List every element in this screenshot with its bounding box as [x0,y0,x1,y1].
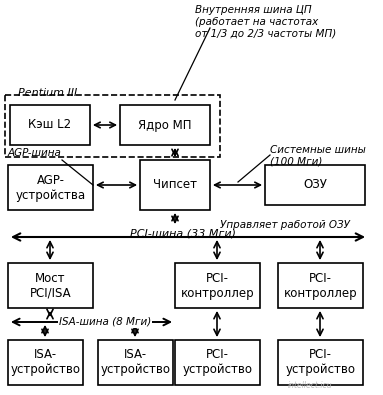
Bar [5,95,220,157]
Text: AGP-
устройства: AGP- устройства [15,173,85,201]
Bar [120,105,210,145]
Bar [8,165,93,210]
Bar [175,340,260,385]
Text: ISA-
устройство: ISA- устройство [10,348,80,376]
Text: Системные шины
(100 Мги): Системные шины (100 Мги) [270,145,366,167]
Bar [8,263,93,308]
Bar [8,340,83,385]
Text: PCI-
устройство: PCI- устройство [285,348,355,376]
Text: Мост
PCI/ISA: Мост PCI/ISA [30,271,71,299]
Text: PCI-
контроллер: PCI- контроллер [284,271,357,299]
Text: PCI-
контроллер: PCI- контроллер [181,271,254,299]
Text: ISA-
устройство: ISA- устройство [100,348,170,376]
Text: Управляет работой ОЗУ: Управляет работой ОЗУ [220,220,350,230]
Text: ОЗУ: ОЗУ [303,179,327,192]
Bar [10,105,90,145]
Bar [278,263,363,308]
Text: Pentium III: Pentium III [18,88,77,98]
Text: Внутренняя шина ЦП
(работает на частотах
от 1/3 до 2/3 частоты МП): Внутренняя шина ЦП (работает на частотах… [195,5,336,38]
Text: ISA-шина (8 Мги): ISA-шина (8 Мги) [59,317,151,327]
Bar [98,340,173,385]
Text: PCI-шина (33 Мги): PCI-шина (33 Мги) [130,228,236,238]
Bar [175,263,260,308]
Text: Ядро МП: Ядро МП [138,118,192,132]
Text: intellect.icu: intellect.icu [288,380,332,389]
Bar [278,340,363,385]
Bar [265,165,365,205]
Bar [140,160,210,210]
Text: Кэш L2: Кэш L2 [28,118,72,132]
Text: Чипсет: Чипсет [153,179,197,192]
Text: PCI-
устройство: PCI- устройство [183,348,252,376]
Text: AGP-шина: AGP-шина [8,148,62,158]
